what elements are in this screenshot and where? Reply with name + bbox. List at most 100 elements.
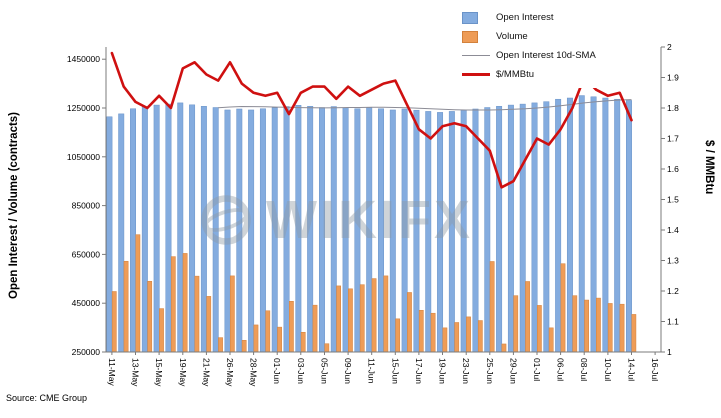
volume-bar (525, 281, 530, 353)
left-tick-label: 250000 (72, 347, 101, 357)
volume-bar (454, 322, 460, 353)
open-interest-bar (378, 108, 384, 353)
source-note: Source: CME Group (6, 393, 88, 403)
volume-bar (312, 304, 318, 353)
open-interest-bar (177, 102, 184, 353)
open-interest-bar (566, 97, 573, 353)
volume-bar (159, 308, 164, 353)
volume-bar (135, 234, 141, 353)
open-interest-bar (130, 108, 137, 353)
price-line (110, 51, 633, 189)
volume-bar (596, 297, 601, 353)
open-interest-bar (614, 98, 621, 353)
volume-bar (619, 303, 625, 353)
legend-swatch-open-interest (462, 11, 478, 24)
legend-item-price: $/MMBtu (462, 67, 596, 82)
volume-bar (407, 292, 412, 353)
left-tick-label: 1250000 (67, 103, 100, 113)
open-interest-bar (602, 97, 609, 353)
x-tick-label: 21-May (201, 358, 211, 387)
volume-bar (371, 278, 377, 353)
volume-bar (607, 303, 613, 353)
volume-bar (265, 310, 271, 353)
x-tick-label: 23-Jun (461, 358, 471, 384)
open-interest-bar (189, 104, 196, 353)
sma-line (218, 99, 632, 111)
open-interest-bar (236, 108, 243, 353)
volume-bar (147, 280, 153, 353)
volume-bar (206, 296, 212, 353)
right-tick-label: 1.8 (667, 103, 679, 113)
open-interest-bar (437, 112, 444, 353)
volume-bar (536, 305, 542, 353)
open-interest-bar (413, 109, 420, 353)
x-tick-label: 28-May (249, 358, 259, 387)
open-interest-bar (118, 113, 125, 353)
open-interest-bar (200, 106, 207, 353)
legend-label-price: $/MMBtu (496, 69, 535, 80)
volume-bar (170, 256, 176, 353)
open-interest-bar (496, 106, 503, 353)
volume-bar (430, 312, 436, 353)
x-tick-label: 06-Jul (556, 358, 566, 381)
legend-item-oi-sma: Open Interest 10d-SMA (462, 48, 596, 63)
right-tick-label: 1.4 (667, 225, 679, 235)
volume-bar (418, 310, 424, 353)
open-interest-bar (484, 107, 491, 353)
volume-bar (383, 275, 389, 353)
volume-bar (277, 326, 282, 353)
x-tick-label: 13-May (131, 358, 141, 387)
x-tick-label: 29-Jun (508, 358, 518, 384)
right-axis-title: $ / MMBtu (703, 140, 715, 195)
legend-label-open-interest: Open Interest (496, 12, 554, 23)
x-tick-label: 10-Jul (603, 358, 613, 381)
x-tick-label: 01-Jun (272, 358, 282, 384)
x-tick-label: 14-Jul (627, 358, 637, 381)
volume-bar (229, 275, 235, 353)
x-tick-label: 26-May (225, 358, 235, 387)
open-interest-bar (578, 95, 585, 353)
volume-bar (300, 331, 306, 353)
legend-item-volume: Volume (462, 29, 596, 44)
open-interest-bar (342, 107, 349, 353)
x-tick-label: 01-Jul (532, 358, 542, 381)
legend-label-oi-sma: Open Interest 10d-SMA (496, 50, 596, 61)
left-tick-label: 650000 (72, 249, 101, 259)
volume-bar (560, 263, 566, 353)
open-interest-bar (507, 104, 514, 353)
legend-swatch-volume (462, 30, 478, 43)
right-tick-label: 1.1 (667, 317, 679, 327)
x-tick-label: 11-Jun (367, 358, 377, 384)
open-interest-bar (319, 107, 325, 353)
left-tick-label: 850000 (72, 201, 101, 211)
volume-bar (336, 285, 341, 353)
volume-bar (289, 301, 294, 353)
volume-bar (442, 327, 448, 353)
x-tick-label: 03-Jun (296, 358, 306, 384)
right-tick-label: 1.3 (667, 256, 679, 266)
left-tick-label: 1050000 (67, 152, 100, 162)
open-interest-bar (543, 101, 550, 353)
left-axis-title: Open Interest / Volume (contracts) (8, 111, 20, 299)
open-interest-bar (330, 106, 337, 353)
open-interest-bar (460, 109, 467, 353)
volume-bar (324, 343, 330, 353)
legend-swatch-oi-sma (462, 55, 490, 56)
right-tick-label: 1 (667, 347, 672, 357)
x-tick-label: 25-Jun (485, 358, 495, 384)
left-tick-label: 1450000 (67, 54, 100, 64)
volume-bar (631, 314, 637, 353)
x-tick-label: 08-Jul (579, 358, 589, 381)
volume-bar (218, 337, 223, 353)
open-interest-bar (626, 100, 632, 353)
x-tick-label: 19-May (178, 358, 188, 387)
open-interest-bar (295, 105, 302, 353)
legend: Open Interest Volume Open Interest 10d-S… (456, 4, 602, 88)
legend-label-volume: Volume (496, 31, 528, 42)
right-tick-label: 1.6 (667, 164, 679, 174)
volume-bar (584, 299, 589, 353)
open-interest-bar (472, 108, 479, 353)
right-tick-label: 1.9 (667, 73, 679, 83)
x-tick-label: 15-May (154, 358, 164, 387)
